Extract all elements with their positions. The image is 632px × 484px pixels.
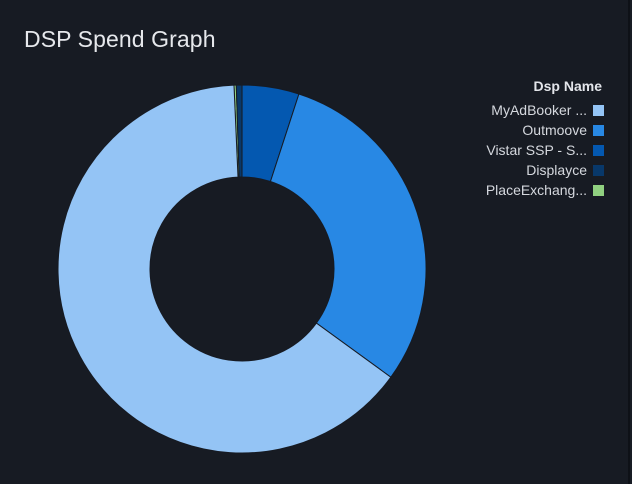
legend-item[interactable]: PlaceExchang...: [486, 180, 604, 200]
legend-swatch: [593, 164, 604, 176]
legend-label: Outmoove: [522, 122, 587, 138]
legend-label: PlaceExchang...: [485, 182, 587, 198]
legend-label: Displayce: [526, 162, 587, 178]
legend-item[interactable]: Displayce: [486, 160, 604, 180]
legend-swatch: [593, 144, 604, 156]
legend-swatch: [593, 104, 604, 116]
legend-item[interactable]: Vistar SSP - S...: [486, 140, 604, 160]
chart-title: DSP Spend Graph: [24, 26, 216, 52]
legend-label: Vistar SSP - S...: [486, 142, 587, 158]
legend-label: MyAdBooker ...: [491, 102, 587, 118]
legend-item[interactable]: MyAdBooker ...: [486, 100, 604, 120]
donut-slice-myadbooker[interactable]: [57, 84, 392, 454]
legend: Dsp Name MyAdBooker ... Outmoove Vistar SS…: [486, 78, 604, 200]
donut-slice-outmoove[interactable]: [269, 93, 427, 378]
legend-swatch: [593, 124, 604, 136]
legend-swatch: [593, 184, 604, 196]
legend-title: Dsp Name: [533, 78, 602, 94]
legend-item[interactable]: Outmoove: [486, 120, 604, 140]
legend-items: MyAdBooker ... Outmoove Vistar SSP - S... D…: [486, 100, 604, 200]
donut-slices: [57, 84, 427, 454]
